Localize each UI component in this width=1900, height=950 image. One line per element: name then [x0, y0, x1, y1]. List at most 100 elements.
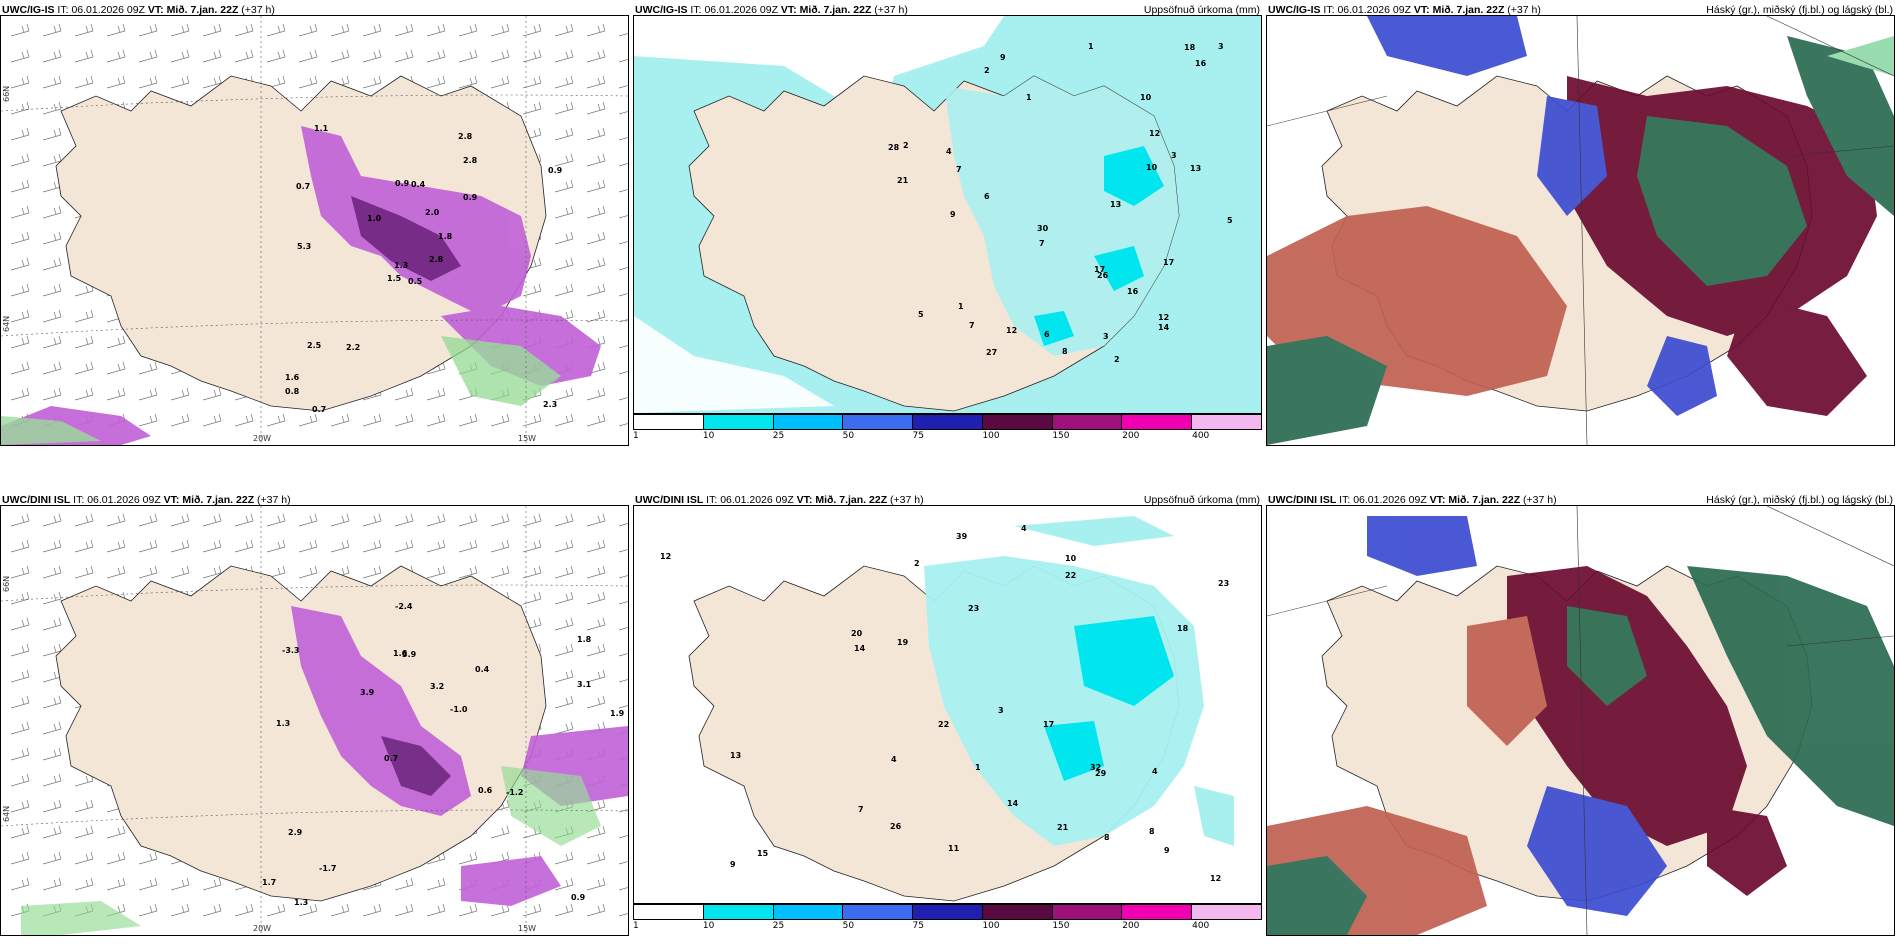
wind-barb [618, 111, 628, 115]
map-value-label: 27 [986, 348, 997, 357]
wind-barb [170, 23, 190, 37]
wind-barb [490, 75, 510, 89]
wind-barb [554, 49, 574, 63]
map-value-label: 0.5 [408, 277, 423, 286]
wind-barb [586, 387, 606, 401]
map-value-label: 3.9 [402, 650, 417, 659]
colorbar-label: 150 [1052, 921, 1070, 931]
panel-subtitle: Háský (gr.), miðský (fj.bl.) og lágský (… [1706, 494, 1893, 506]
wind-barb [426, 565, 446, 579]
panel-subtitle: Háský (gr.), miðský (fj.bl.) og lágský (… [1706, 4, 1893, 16]
map-value-label: 18 [1184, 43, 1196, 52]
wind-barb [42, 23, 62, 37]
wind-barb [10, 695, 30, 709]
wind-barb [10, 721, 30, 735]
map-value-label: 9 [950, 210, 956, 219]
wind-barb [490, 539, 510, 553]
wind-barb [618, 137, 628, 141]
lon-label: 20W [253, 924, 271, 933]
wind-barb [394, 413, 414, 427]
wind-barb [586, 695, 606, 709]
wind-barb [10, 309, 30, 323]
colorbar-cell [1122, 905, 1193, 919]
wind-barb [618, 549, 628, 553]
wind-barb [42, 75, 62, 89]
colorbar-label: 1 [633, 431, 639, 441]
colorbar-cell [703, 415, 774, 429]
wind-barb [202, 513, 222, 527]
wind-barb [74, 49, 94, 63]
wind-barb [586, 179, 606, 193]
map-value-label: 1.8 [438, 232, 453, 241]
wind-barb [138, 387, 158, 401]
map-value-label: 14 [854, 644, 866, 653]
wind-barb [74, 877, 94, 891]
map-value-label: 1.6 [393, 649, 408, 658]
colorbar-label: 150 [1052, 431, 1070, 441]
wind-barb [266, 539, 286, 553]
wind-barb [490, 23, 510, 37]
wind-barb [586, 851, 606, 865]
wind-barb [42, 877, 62, 891]
wind-barb [74, 825, 94, 839]
map-value-label: 12 [1149, 129, 1160, 138]
wind-barb [586, 23, 606, 37]
wind-barb [42, 49, 62, 63]
map-value-label: 18 [1177, 624, 1189, 633]
wind-barb [138, 877, 158, 891]
wind-barb [10, 23, 30, 37]
map-value-label: 26 [890, 822, 902, 831]
wind-barb [554, 127, 574, 141]
map-value-label: 1.5 [387, 274, 402, 283]
wind-barb [554, 513, 574, 527]
wind-barb [42, 387, 62, 401]
wind-barb [106, 825, 126, 839]
map-value-label: 23 [1218, 579, 1229, 588]
wind-barb [42, 643, 62, 657]
panel-title: UWC/DINI ISL IT: 06.01.2026 09Z VT: Mið.… [1266, 490, 1895, 510]
grid-lines [1, 506, 628, 935]
colorbar-cell [982, 415, 1053, 429]
map-value-label: 2.3 [543, 400, 557, 409]
wind-barb [330, 539, 350, 553]
map-value-label: 1 [958, 302, 964, 311]
wind-barb [330, 413, 350, 427]
wind-barb [106, 877, 126, 891]
colorbar-label: 25 [772, 921, 785, 931]
map-value-label: 1 [975, 763, 981, 772]
colorbar-cell [1052, 415, 1123, 429]
colorbar-cell [1122, 415, 1193, 429]
wind-barb [74, 851, 94, 865]
wind-barb [586, 49, 606, 63]
wind-barb [266, 903, 286, 917]
colorbar: 1 10 25 50 75 100 150 200 400 [633, 414, 1262, 446]
wind-barb [106, 851, 126, 865]
map-value-label: 2.5 [307, 341, 322, 350]
wind-barb [10, 49, 30, 63]
wind-barb [266, 49, 286, 63]
map-value-label: 12 [1158, 313, 1169, 322]
wind-barb [202, 49, 222, 63]
wind-barb [618, 293, 628, 297]
wind-barb [554, 591, 574, 605]
colorbar-label: 400 [1192, 921, 1210, 931]
cloud-layers [1267, 16, 1894, 445]
wind-barb [106, 75, 126, 89]
wind-barb [586, 825, 606, 839]
wind-barb [170, 539, 190, 553]
wind-barb [490, 413, 510, 427]
map-value-label: 7 [858, 805, 864, 814]
wind-barb [618, 627, 628, 631]
wind-barb [234, 513, 254, 527]
colorbar-label: 10 [702, 921, 715, 931]
wind-barb [234, 49, 254, 63]
wind-barb [74, 23, 94, 37]
wind-barb [458, 539, 478, 553]
wind-barb [554, 851, 574, 865]
wind-barb [618, 575, 628, 579]
map-value-label: 3.2 [430, 682, 444, 691]
map-value-label: 1.3 [276, 719, 290, 728]
map-value-label: 2 [903, 141, 909, 150]
colorbar-label: 50 [842, 431, 855, 441]
colorbar-label: 100 [982, 921, 1000, 931]
